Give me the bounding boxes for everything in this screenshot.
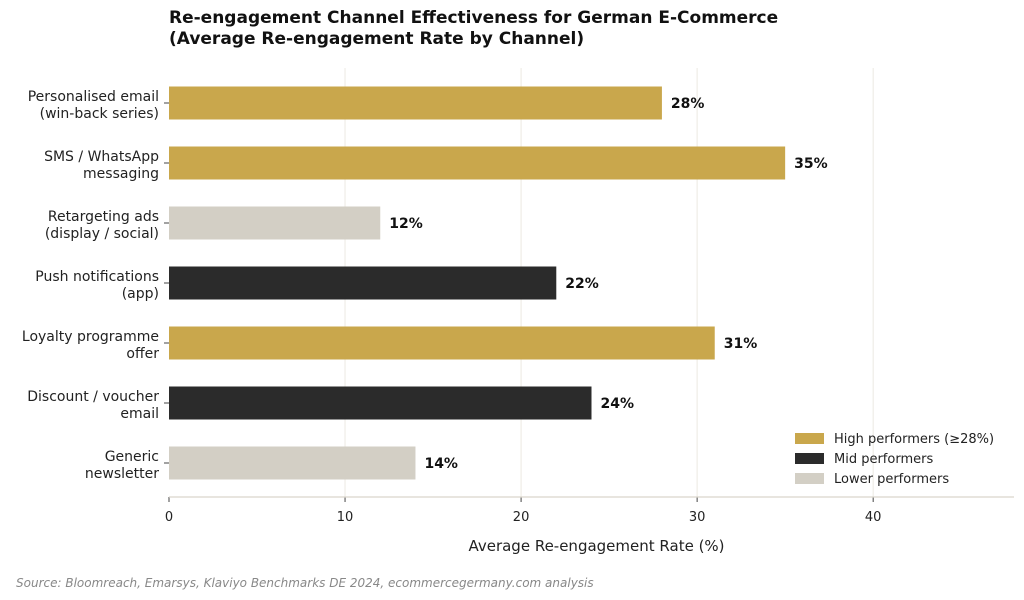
value-label: 35%	[794, 156, 828, 172]
y-tick-label-line: Loyalty programme	[22, 329, 159, 345]
y-tick-label-line: (app)	[122, 286, 159, 302]
y-tick-label-line: newsletter	[85, 466, 159, 482]
y-tick-label: Personalised email (win-back series)	[28, 89, 159, 122]
bar	[169, 86, 662, 120]
legend-label: Lower performers	[834, 472, 949, 487]
x-tick-label: 10	[337, 510, 354, 525]
chart-title: Re-engagement Channel Effectiveness for …	[169, 8, 779, 49]
bar	[169, 146, 786, 180]
legend-swatch	[795, 473, 824, 484]
legend-label: High performers (≥28%)	[834, 432, 994, 447]
bar	[169, 266, 557, 300]
x-axis-title: Average Re-engagement Rate (%)	[468, 537, 724, 555]
x-axis: 0 10 20 30 40	[165, 496, 1014, 525]
y-tick-label-line: SMS / WhatsApp	[44, 149, 159, 165]
y-tick-label: Discount / voucher email	[27, 389, 159, 422]
bar	[169, 446, 416, 480]
bar	[169, 326, 715, 360]
bar	[169, 386, 592, 420]
y-tick-label-line: (win-back series)	[40, 106, 159, 122]
value-label: 22%	[565, 276, 599, 292]
y-tick-label: Generic newsletter	[85, 449, 159, 482]
value-label: 31%	[724, 336, 758, 352]
y-tick-label-line: Retargeting ads	[48, 209, 159, 225]
y-tick-label: Retargeting ads (display / social)	[45, 209, 159, 242]
bars	[169, 86, 786, 480]
value-label: 28%	[671, 96, 705, 112]
bar	[169, 206, 381, 240]
x-tick-label: 20	[513, 510, 530, 525]
legend-swatch	[795, 433, 824, 444]
y-tick-label-line: Personalised email	[28, 89, 159, 105]
x-tick-label: 30	[689, 510, 706, 525]
source-note: Source: Bloomreach, Emarsys, Klaviyo Ben…	[16, 576, 594, 590]
value-label: 12%	[389, 216, 423, 232]
legend-swatch	[795, 453, 824, 464]
y-tick-label-line: email	[120, 406, 159, 422]
legend-label: Mid performers	[834, 452, 933, 467]
y-tick-label-line: offer	[126, 346, 159, 362]
value-label: 24%	[601, 396, 635, 412]
x-tick-label: 40	[865, 510, 882, 525]
y-tick-label-line: messaging	[83, 166, 159, 182]
y-axis-labels: Personalised email (win-back series) SMS /…	[22, 89, 169, 482]
y-tick-label-line: Discount / voucher	[27, 389, 159, 405]
y-tick-label-line: Push notifications	[35, 269, 159, 285]
legend: High performers (≥28%) Mid performers Lowe…	[795, 432, 994, 487]
y-tick-label: Loyalty programme offer	[22, 329, 159, 362]
value-labels: 28% 35% 12% 22% 31% 24% 14%	[389, 96, 827, 472]
y-tick-label: Push notifications (app)	[35, 269, 159, 302]
x-tick-label: 0	[165, 510, 173, 525]
y-tick-label: SMS / WhatsApp messaging	[44, 149, 159, 182]
y-tick-label-line: Generic	[105, 449, 159, 465]
value-label: 14%	[424, 456, 458, 472]
y-tick-label-line: (display / social)	[45, 226, 159, 242]
